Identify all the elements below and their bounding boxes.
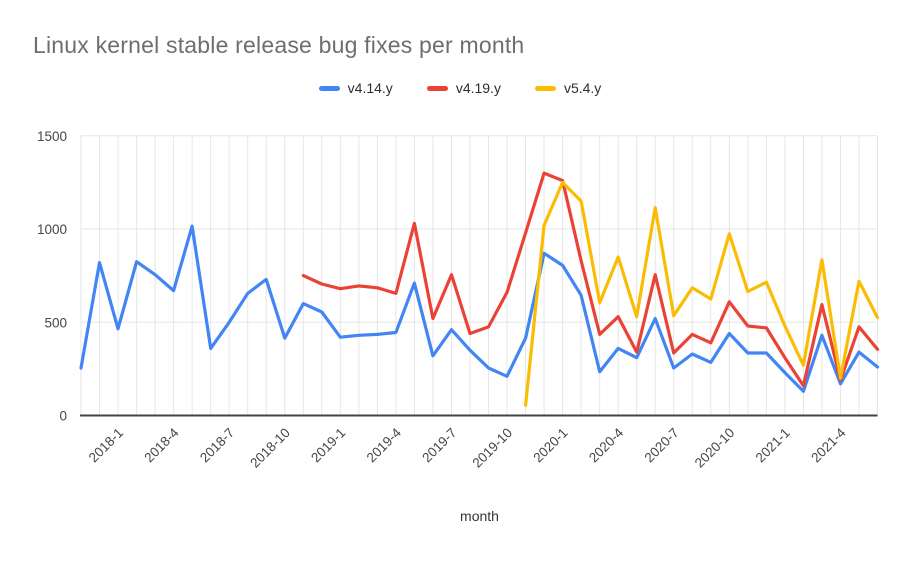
legend-label-v5.4.y: v5.4.y — [563, 80, 602, 96]
x-tick-label: 2020-10 — [692, 425, 738, 471]
legend-item-v5.4.y: v5.4.y — [534, 80, 602, 96]
series-line-v4.14.y — [79, 224, 880, 393]
horizontal-gridlines — [81, 135, 878, 323]
x-tick-label: 2018-1 — [86, 425, 126, 465]
x-tick-label: 2020-4 — [586, 425, 627, 466]
x-tick-label: 2019-7 — [419, 425, 459, 465]
legend-label-v4.19.y: v4.19.y — [455, 80, 501, 96]
x-tick-label: 2020-7 — [642, 425, 682, 465]
x-tick-label: 2020-1 — [530, 425, 570, 465]
y-tick-label: 0 — [59, 409, 67, 424]
x-tick-label: 2019-4 — [364, 425, 405, 466]
y-tick-label: 500 — [44, 315, 67, 330]
x-tick-label: 2019-10 — [470, 425, 516, 471]
legend-swatch-v5.4.y-icon — [534, 85, 556, 91]
legend-label-v4.14.y: v4.14.y — [347, 80, 393, 96]
y-tick-label: 1000 — [37, 222, 67, 237]
y-axis-tick-labels: 0 500 1000 1500 — [37, 129, 67, 424]
x-tick-label: 2019-1 — [308, 425, 348, 465]
legend-swatch-v4.19.y-icon — [426, 85, 448, 91]
series-line-v4.19.y — [301, 171, 880, 388]
legend: v4.14.y v4.19.y v5.4.y — [0, 80, 920, 96]
x-tick-label: 2018-10 — [247, 425, 293, 471]
x-tick-label: 2018-7 — [197, 425, 237, 465]
x-axis-tick-labels: 2018-1 2018-4 2018-7 2018-10 2019-1 2019-4 201… — [86, 425, 849, 471]
x-tick-label: 2018-4 — [141, 425, 182, 466]
chart-title: Linux kernel stable release bug fixes pe… — [33, 32, 525, 58]
x-tick-label: 2021-4 — [808, 425, 849, 466]
legend-item-v4.19.y: v4.19.y — [426, 80, 501, 96]
x-tick-label: 2021-1 — [753, 425, 793, 465]
legend-swatch-v4.14.y-icon — [318, 85, 340, 91]
series-line-v5.4.y — [523, 180, 880, 407]
y-tick-label: 1500 — [37, 129, 67, 144]
legend-item-v4.14.y: v4.14.y — [318, 80, 393, 96]
x-axis-title: month — [460, 508, 499, 524]
